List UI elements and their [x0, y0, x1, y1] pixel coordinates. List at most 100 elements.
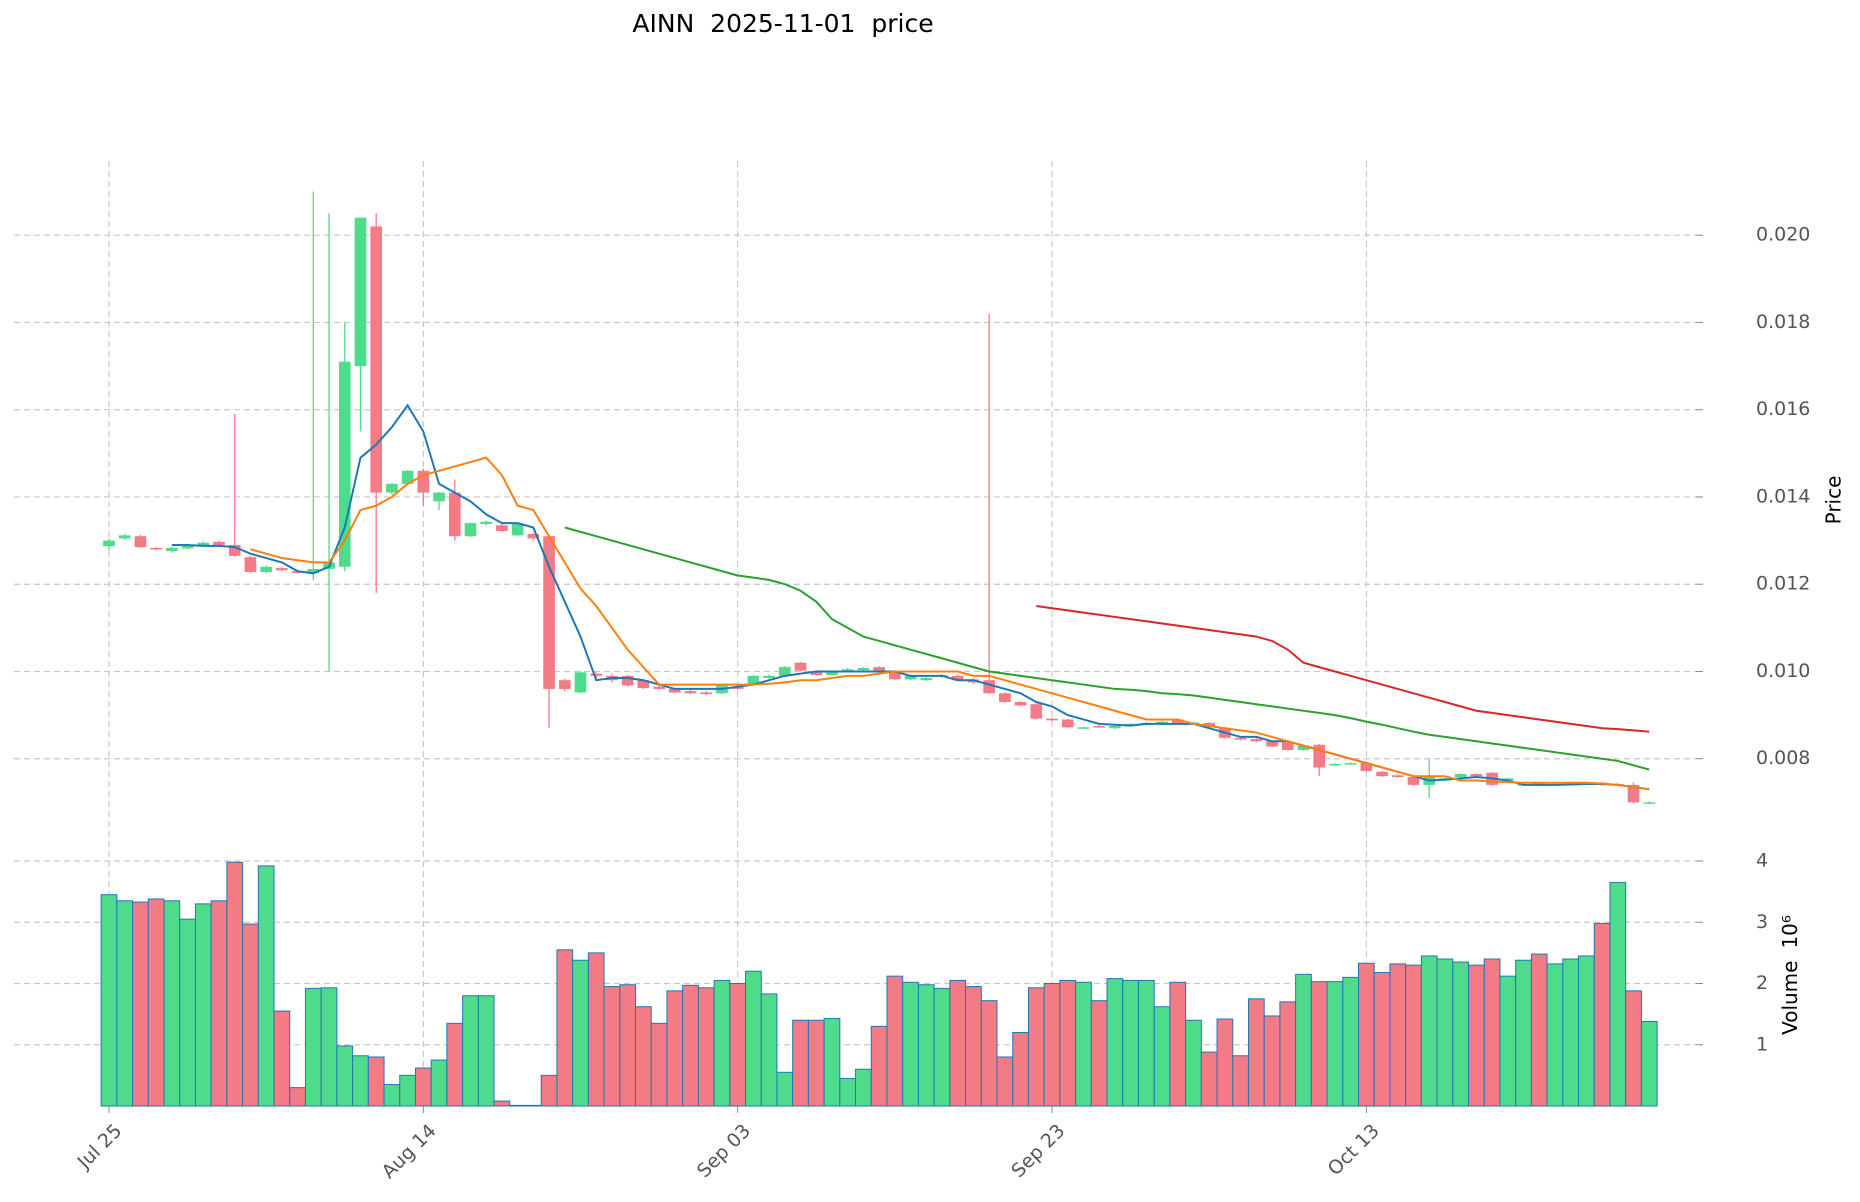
volume-bar	[949, 979, 967, 1107]
volume-bar	[147, 898, 165, 1107]
candle-body	[166, 548, 178, 552]
volume-bar	[1342, 976, 1360, 1107]
candle-body	[1376, 771, 1388, 777]
volume-bar	[760, 993, 778, 1107]
candle-body	[1203, 722, 1216, 727]
candle-body	[150, 548, 162, 550]
volume-bar	[1106, 978, 1124, 1107]
candle-body	[370, 226, 383, 493]
volume-bar	[273, 1010, 291, 1107]
candle-body	[1030, 704, 1043, 719]
candle-body	[951, 675, 964, 681]
volume-bar	[257, 865, 275, 1107]
x-tick-label: Sep 03	[693, 1120, 755, 1182]
volume-bar	[1468, 964, 1485, 1107]
candle-body	[889, 671, 901, 680]
moving-average-line	[171, 403, 1650, 791]
candle-body	[433, 492, 445, 502]
volume-bar	[1358, 962, 1375, 1107]
candle-body	[417, 470, 430, 493]
candle-body	[496, 525, 508, 531]
y-tick-label: 0.020	[1756, 224, 1810, 246]
candle-body	[1454, 774, 1467, 778]
moving-average-line	[1036, 605, 1650, 733]
volume-bar	[1122, 979, 1139, 1107]
volume-bar	[902, 981, 919, 1107]
candle-body	[1093, 726, 1105, 728]
volume-bar	[430, 1059, 448, 1107]
candle-body	[1046, 718, 1058, 721]
volume-bar	[320, 987, 338, 1107]
candle-body	[826, 671, 838, 675]
volume-bar	[1075, 981, 1092, 1107]
volume-bar	[1279, 1001, 1297, 1107]
candle-body	[574, 672, 587, 693]
candle-body	[527, 534, 540, 539]
volume-bar	[179, 918, 196, 1107]
volume-bar	[1295, 973, 1312, 1107]
candle-body	[1266, 741, 1278, 747]
volume-bar	[855, 1068, 872, 1107]
volume-bar	[1609, 881, 1627, 1107]
candle-body	[181, 545, 194, 549]
candle-body	[621, 675, 634, 686]
volume-bar	[399, 1074, 416, 1107]
y-tick-label: 0.012	[1756, 573, 1810, 595]
volume-bar	[1499, 975, 1517, 1107]
volume-bar	[556, 949, 574, 1107]
candle-body	[1643, 802, 1656, 804]
volume-bar	[886, 975, 904, 1107]
candle-body	[779, 667, 791, 676]
x-tick-label: Sep 23	[1007, 1120, 1069, 1182]
x-tick-label: Jul 25	[73, 1120, 127, 1174]
moving-average-line	[564, 526, 1650, 771]
volume-bar	[304, 987, 322, 1107]
moving-average-line	[250, 456, 1650, 791]
volume-bar	[163, 900, 181, 1107]
chart-title: AINN 2025-11-01 price	[632, 9, 933, 38]
candle-body	[1281, 742, 1294, 751]
candle-body	[590, 673, 603, 676]
candle-body	[448, 492, 461, 537]
candle-body	[1297, 745, 1310, 751]
volume-bar	[493, 1100, 511, 1107]
volume-bar	[1216, 1018, 1234, 1107]
volume-bar	[666, 990, 684, 1107]
candle-body	[228, 544, 241, 556]
candle-body	[103, 540, 115, 547]
volume-bar	[132, 901, 149, 1107]
volume-bar	[587, 952, 605, 1107]
volume-bar	[870, 1025, 888, 1107]
volume-bar	[713, 979, 731, 1107]
candle-body	[731, 686, 744, 689]
volume-bar	[807, 1019, 825, 1107]
volume-bar	[1546, 963, 1564, 1107]
candle-body	[401, 470, 414, 484]
volume-bar	[336, 1045, 354, 1107]
volume-bar	[917, 984, 935, 1107]
candle-body	[1061, 719, 1074, 728]
candle-body	[276, 568, 288, 571]
volume-bar	[1640, 1020, 1658, 1107]
volume-bar	[100, 894, 118, 1107]
volume-bar	[414, 1067, 432, 1107]
volume-bar	[1027, 987, 1045, 1107]
volume-bar	[1625, 990, 1642, 1107]
candle-body	[983, 680, 995, 694]
candle-body	[841, 669, 854, 672]
y-tick-label: 0.008	[1756, 747, 1810, 769]
candle-body	[244, 557, 257, 572]
volume-bar	[1389, 963, 1407, 1107]
volume-bar	[1452, 961, 1470, 1107]
volume-bar	[572, 959, 589, 1107]
y-tick-label: 1	[1756, 1033, 1768, 1055]
candle-body	[1470, 774, 1483, 777]
y-tick-label: 0.018	[1756, 311, 1810, 333]
volume-bar	[729, 983, 747, 1107]
candle-body	[134, 536, 147, 548]
volume-bar	[446, 1022, 464, 1107]
x-tick-label: Aug 14	[378, 1120, 441, 1183]
candle-body	[260, 566, 272, 572]
volume-bar	[933, 987, 951, 1107]
volume-bar	[462, 995, 479, 1107]
